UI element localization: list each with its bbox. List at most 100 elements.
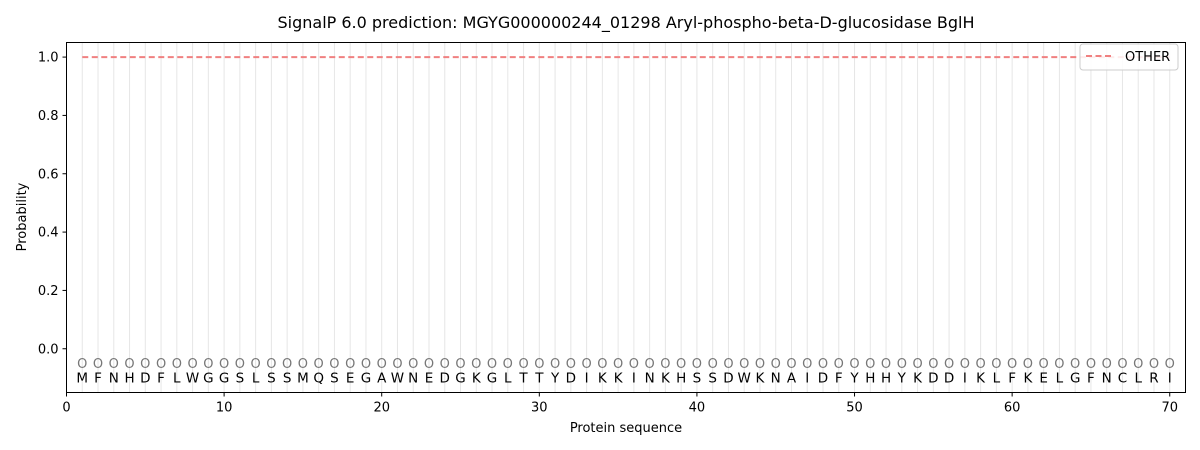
state-label-23: O: [424, 357, 434, 372]
residue-label-45: N: [771, 371, 781, 387]
residue-label-42: D: [723, 371, 733, 387]
x-tick-label-10: 10: [216, 401, 233, 416]
state-label-59: O: [991, 357, 1001, 372]
residue-label-61: K: [1023, 371, 1033, 387]
state-label-46: O: [786, 357, 796, 372]
state-label-14: O: [282, 357, 292, 372]
state-label-21: O: [392, 357, 402, 372]
residue-label-64: G: [1070, 371, 1080, 387]
legend: OTHER: [1079, 43, 1179, 71]
residue-label-22: N: [408, 371, 418, 387]
residue-label-19: G: [361, 371, 371, 387]
residue-label-11: S: [236, 371, 245, 387]
residue-label-20: A: [377, 371, 387, 387]
state-label-52: O: [881, 357, 891, 372]
residue-label-58: K: [976, 371, 986, 387]
state-label-6: O: [156, 357, 166, 372]
x-tick-label-0: 0: [62, 401, 70, 416]
state-label-19: O: [361, 357, 371, 372]
state-label-17: O: [329, 357, 339, 372]
state-label-41: O: [708, 357, 718, 372]
state-label-39: O: [676, 357, 686, 372]
residue-label-37: N: [645, 371, 655, 387]
residue-label-40: S: [693, 371, 702, 387]
residue-label-28: L: [504, 371, 512, 387]
residue-label-68: L: [1134, 371, 1142, 387]
residue-label-9: G: [203, 371, 213, 387]
state-label-26: O: [471, 357, 481, 372]
residue-label-32: D: [566, 371, 576, 387]
y-tick-label-5: 1.0: [38, 51, 59, 66]
plot-frame: [66, 42, 1186, 393]
residue-label-4: H: [124, 371, 134, 387]
residue-label-21: W: [391, 371, 404, 387]
residue-label-1: M: [76, 371, 88, 387]
residue-label-6: F: [157, 371, 165, 387]
residue-label-26: K: [472, 371, 482, 387]
state-label-38: O: [660, 357, 670, 372]
residue-label-8: W: [186, 371, 199, 387]
state-label-48: O: [818, 357, 828, 372]
state-label-30: O: [534, 357, 544, 372]
residue-label-2: F: [94, 371, 102, 387]
state-label-27: O: [487, 357, 497, 372]
state-label-62: O: [1039, 357, 1049, 372]
y-axis-label: Probability: [15, 182, 30, 251]
state-label-40: O: [692, 357, 702, 372]
state-label-60: O: [1007, 357, 1017, 372]
residue-label-57: I: [963, 371, 967, 387]
state-label-9: O: [203, 357, 213, 372]
state-label-50: O: [849, 357, 859, 372]
state-label-37: O: [645, 357, 655, 372]
residue-label-62: E: [1039, 371, 1048, 387]
state-label-29: O: [518, 357, 528, 372]
state-label-35: O: [613, 357, 623, 372]
state-label-54: O: [912, 357, 922, 372]
legend-box: [1079, 43, 1179, 71]
residue-label-65: F: [1087, 371, 1095, 387]
state-label-43: O: [739, 357, 749, 372]
state-label-13: O: [266, 357, 276, 372]
state-label-31: O: [550, 357, 560, 372]
x-tick-label-20: 20: [373, 401, 390, 416]
x-tick-label-60: 60: [1004, 401, 1021, 416]
residue-label-70: I: [1168, 371, 1172, 387]
state-label-64: O: [1070, 357, 1080, 372]
residue-label-18: E: [346, 371, 355, 387]
residue-label-53: Y: [897, 371, 907, 387]
residue-label-69: R: [1149, 371, 1158, 387]
residue-label-13: S: [267, 371, 276, 387]
state-label-61: O: [1023, 357, 1033, 372]
residue-label-5: D: [140, 371, 150, 387]
state-label-5: O: [140, 357, 150, 372]
state-label-12: O: [251, 357, 261, 372]
residue-gridlines: [81, 42, 1171, 393]
state-label-34: O: [597, 357, 607, 372]
state-label-32: O: [566, 357, 576, 372]
state-label-53: O: [897, 357, 907, 372]
residue-label-47: I: [805, 371, 809, 387]
state-label-11: O: [235, 357, 245, 372]
residue-label-39: H: [676, 371, 686, 387]
residue-label-48: D: [818, 371, 828, 387]
residue-label-38: K: [661, 371, 671, 387]
state-label-10: O: [219, 357, 229, 372]
state-label-24: O: [440, 357, 450, 372]
state-label-67: O: [1117, 357, 1127, 372]
residue-label-10: G: [219, 371, 229, 387]
residue-label-25: G: [455, 371, 465, 387]
legend-label-other: OTHER: [1125, 50, 1170, 65]
state-label-8: O: [187, 357, 197, 372]
state-label-51: O: [865, 357, 875, 372]
residue-label-35: K: [614, 371, 624, 387]
residue-label-55: D: [928, 371, 938, 387]
state-label-25: O: [455, 357, 465, 372]
state-label-45: O: [771, 357, 781, 372]
residue-label-44: K: [756, 371, 766, 387]
residue-label-23: E: [425, 371, 434, 387]
chart-title: SignalP 6.0 prediction: MGYG000000244_01…: [277, 13, 974, 33]
residue-label-63: L: [1056, 371, 1064, 387]
state-label-49: O: [834, 357, 844, 372]
